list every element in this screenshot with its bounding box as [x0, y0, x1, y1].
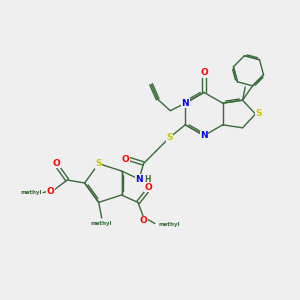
Text: S: S [255, 110, 262, 118]
Text: O: O [47, 187, 55, 196]
Text: S: S [95, 159, 102, 168]
Text: N: N [135, 175, 143, 184]
Text: methyl: methyl [91, 220, 112, 226]
Text: methyl: methyl [20, 190, 42, 195]
Text: O: O [122, 154, 129, 164]
Text: O: O [53, 159, 61, 168]
Text: O: O [140, 216, 147, 225]
Text: N: N [200, 131, 208, 140]
Text: O: O [200, 68, 208, 77]
Text: S: S [167, 133, 173, 142]
Text: O: O [145, 183, 152, 192]
Text: N: N [182, 99, 189, 108]
Text: H: H [145, 175, 151, 184]
Text: methyl: methyl [158, 223, 180, 227]
